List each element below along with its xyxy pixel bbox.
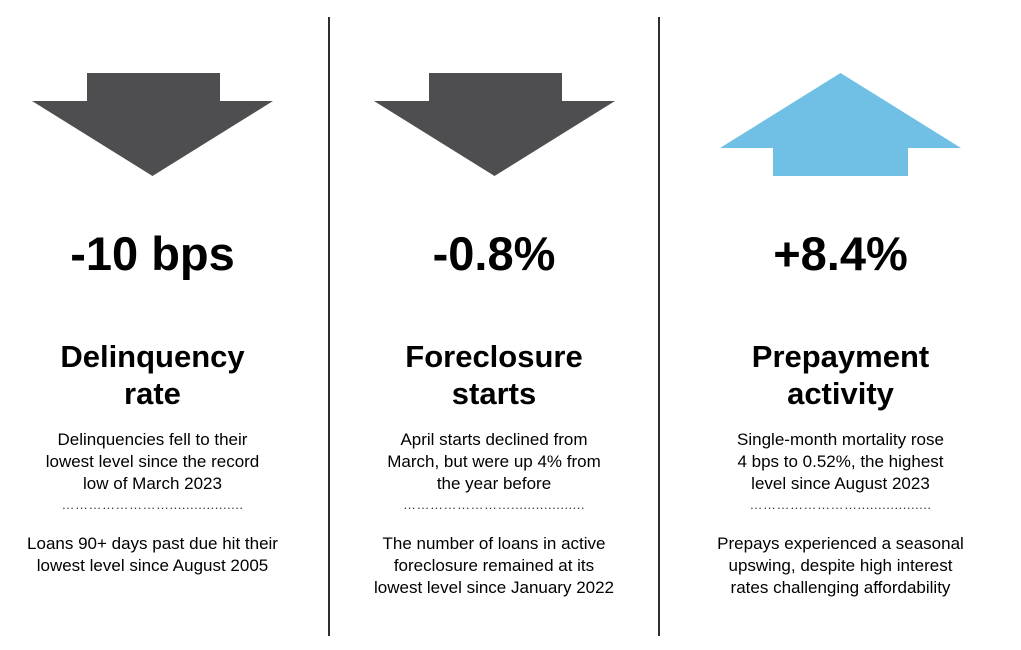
metric-note-primary: Delinquencies fell to their lowest level…	[45, 430, 260, 493]
metric-note-primary: Single-month mortality rose 4 bps to 0.5…	[737, 430, 944, 493]
down-arrow-shape	[373, 73, 615, 176]
dotted-divider: ……………………..................	[61, 497, 244, 512]
metric-note-primary: April starts declined from March, but we…	[387, 430, 601, 493]
metric-note-secondary: Prepays experienced a seasonal upswing, …	[717, 534, 964, 597]
up-arrow-shape	[720, 73, 961, 176]
stat-value: +8.4%	[773, 227, 908, 280]
kpi-column-delinquency-rate: -10 bps Delinquency rate Delinquencies f…	[0, 0, 329, 650]
stat-value: -0.8%	[432, 227, 556, 280]
column-divider	[328, 17, 330, 636]
metric-title: Prepayment activity	[751, 339, 930, 411]
down-arrow-icon	[32, 73, 273, 176]
metric-title: Delinquency rate	[60, 339, 245, 411]
kpi-column-foreclosure-starts: -0.8% Foreclosure starts April starts de…	[330, 0, 658, 650]
metric-note-secondary: The number of loans in active foreclosur…	[373, 534, 615, 597]
down-arrow-icon	[373, 73, 615, 176]
dotted-divider: ……………………..................	[402, 497, 585, 512]
dotted-divider: ……………………..................	[749, 497, 932, 512]
down-arrow-shape	[32, 73, 273, 176]
metric-note-secondary: Loans 90+ days past due hit their lowest…	[27, 534, 278, 575]
kpi-column-prepayment-activity: +8.4% Prepayment activity Single-month m…	[660, 0, 1021, 650]
up-arrow-icon	[720, 73, 961, 176]
stat-value: -10 bps	[70, 227, 235, 280]
column-divider	[658, 17, 660, 636]
metric-title: Foreclosure starts	[405, 339, 583, 411]
